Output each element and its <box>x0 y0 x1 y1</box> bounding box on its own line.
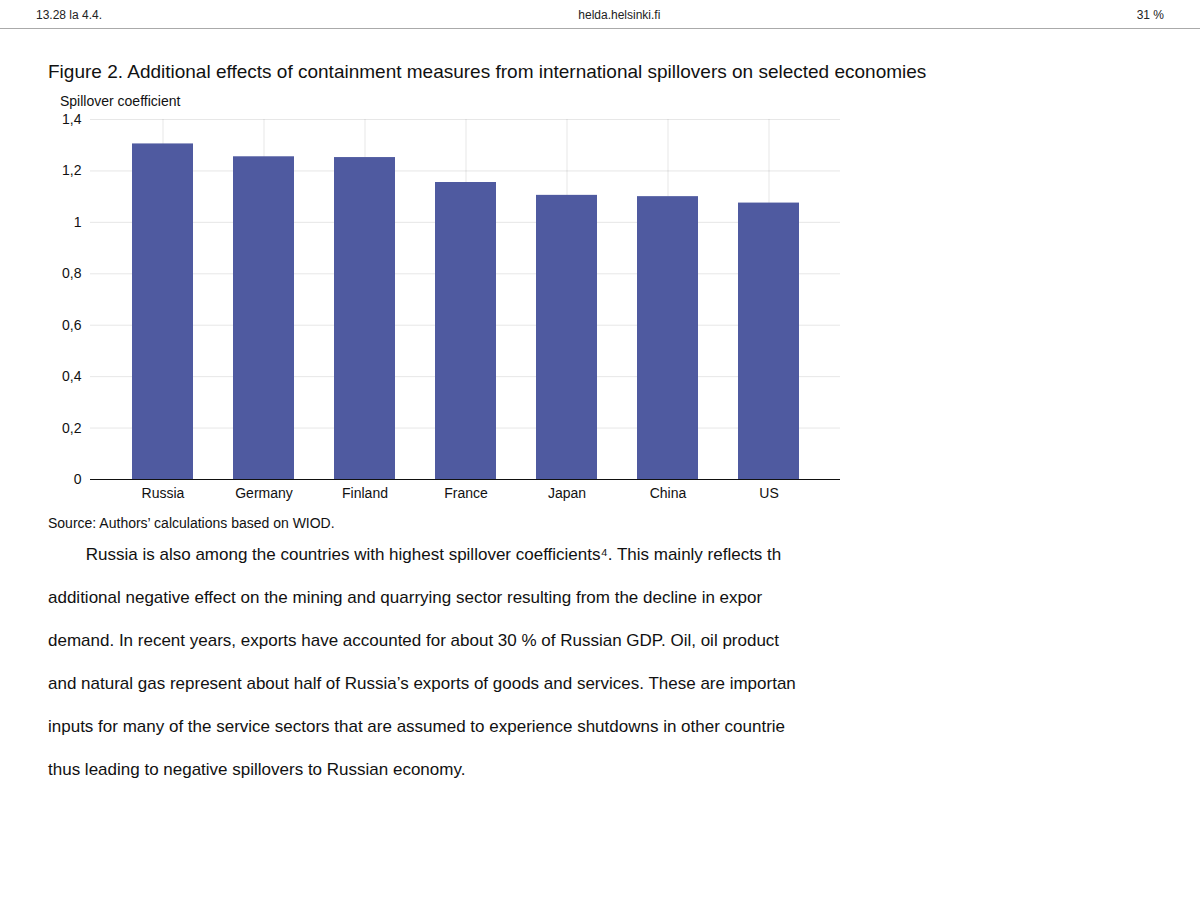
html-text:Source: Authors’ calculations: Source: Authors’ calculations based on W… <box>48 515 335 531</box>
svg-text:1,4: 1,4 <box>62 111 82 127</box>
html-text:31 %: 31 % <box>1136 8 1164 22</box>
svg-text:1: 1 <box>74 214 82 230</box>
html-text:Spillover coefficient: Spillover coefficient <box>60 93 181 109</box>
svg-text:China: China <box>650 485 687 501</box>
svg-text:Japan: Japan <box>548 485 586 501</box>
svg-text:0: 0 <box>74 471 82 487</box>
html-text:and natural gas represent abou: and natural gas represent about half of … <box>48 674 796 693</box>
svg-text:1,2: 1,2 <box>62 162 82 178</box>
svg-text:0,4: 0,4 <box>62 368 82 384</box>
html-text:demand. In recent years, expor: demand. In recent years, exports have ac… <box>48 631 780 650</box>
svg-text:US: US <box>759 485 778 501</box>
html-text:helda.helsinki.fi: helda.helsinki.fi <box>578 8 661 22</box>
svg-text:0,8: 0,8 <box>62 265 82 281</box>
html-text:thus leading to negative spill: thus leading to negative spillovers to R… <box>48 760 466 779</box>
html-text:13.28 la 4.4.: 13.28 la 4.4. <box>36 8 103 22</box>
html-text:Russia is also among the count: Russia is also among the countries with … <box>48 545 782 564</box>
svg-text:Russia: Russia <box>142 485 185 501</box>
svg-text:0,6: 0,6 <box>62 317 82 333</box>
html-text:inputs for many of the service: inputs for many of the service sectors t… <box>48 717 786 736</box>
html-text:additional negative effect on: additional negative effect on the mining… <box>48 588 763 607</box>
svg-text:0,2: 0,2 <box>62 420 82 436</box>
svg-text:Germany: Germany <box>235 485 293 501</box>
svg-text:Finland: Finland <box>342 485 388 501</box>
html-text:Figure 2. Additional effects o: Figure 2. Additional effects of containm… <box>48 61 927 82</box>
svg-text:France: France <box>444 485 488 501</box>
